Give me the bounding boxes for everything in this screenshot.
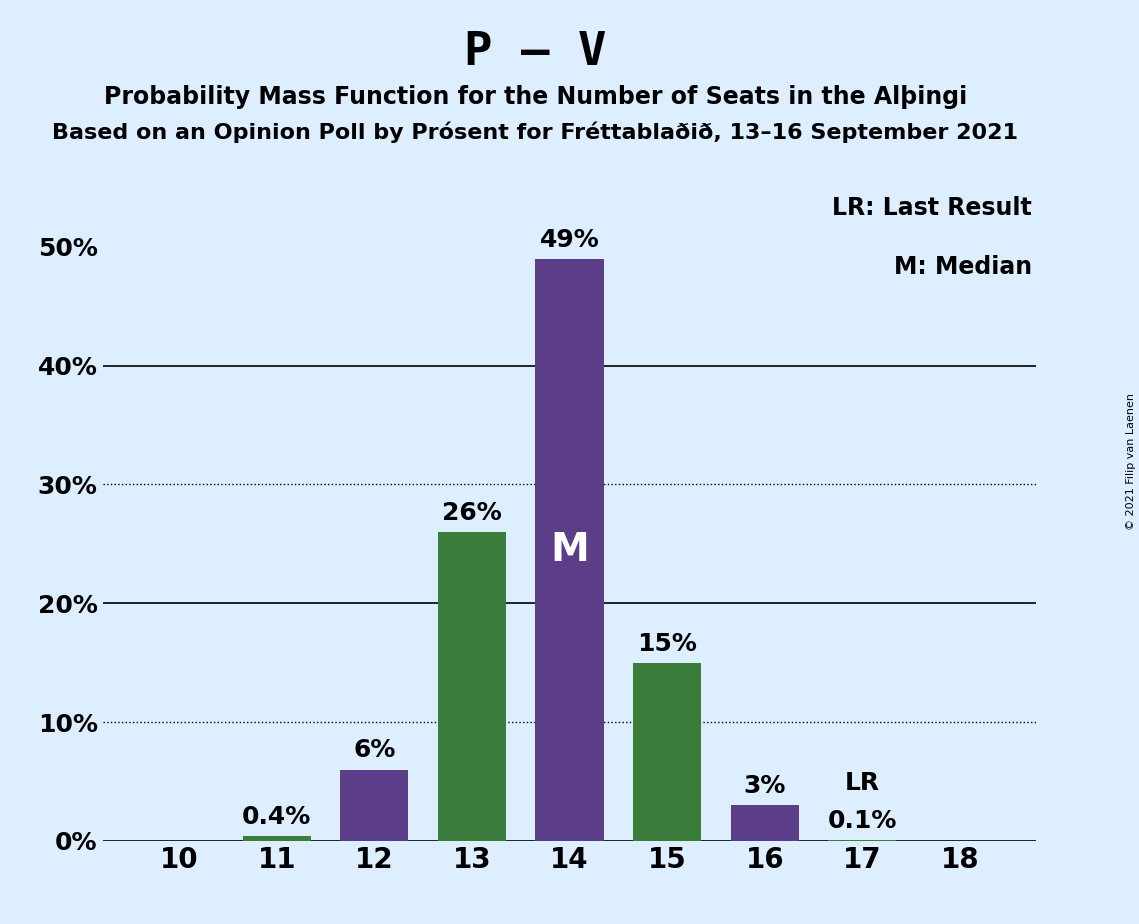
Text: M: M [550, 530, 589, 569]
Bar [437, 532, 506, 841]
Text: 26%: 26% [442, 501, 502, 525]
Bar [243, 836, 311, 841]
Bar [535, 259, 604, 841]
Text: 15%: 15% [637, 631, 697, 655]
Text: 0.1%: 0.1% [828, 808, 898, 833]
Bar [341, 770, 409, 841]
Text: 0.4%: 0.4% [243, 805, 311, 829]
Bar [828, 840, 896, 841]
Text: 6%: 6% [353, 738, 395, 762]
Text: 3%: 3% [744, 774, 786, 798]
Bar [730, 805, 798, 841]
Text: 49%: 49% [540, 227, 599, 251]
Text: LR: LR [845, 771, 879, 795]
Text: P – V: P – V [464, 30, 607, 75]
Bar [633, 663, 702, 841]
Text: Based on an Opinion Poll by Prósent for Fréttablaðið, 13–16 September 2021: Based on an Opinion Poll by Prósent for … [52, 122, 1018, 143]
Text: Probability Mass Function for the Number of Seats in the Alþingi: Probability Mass Function for the Number… [104, 85, 967, 109]
Text: M: Median: M: Median [894, 255, 1032, 279]
Text: © 2021 Filip van Laenen: © 2021 Filip van Laenen [1125, 394, 1136, 530]
Text: LR: Last Result: LR: Last Result [833, 196, 1032, 220]
